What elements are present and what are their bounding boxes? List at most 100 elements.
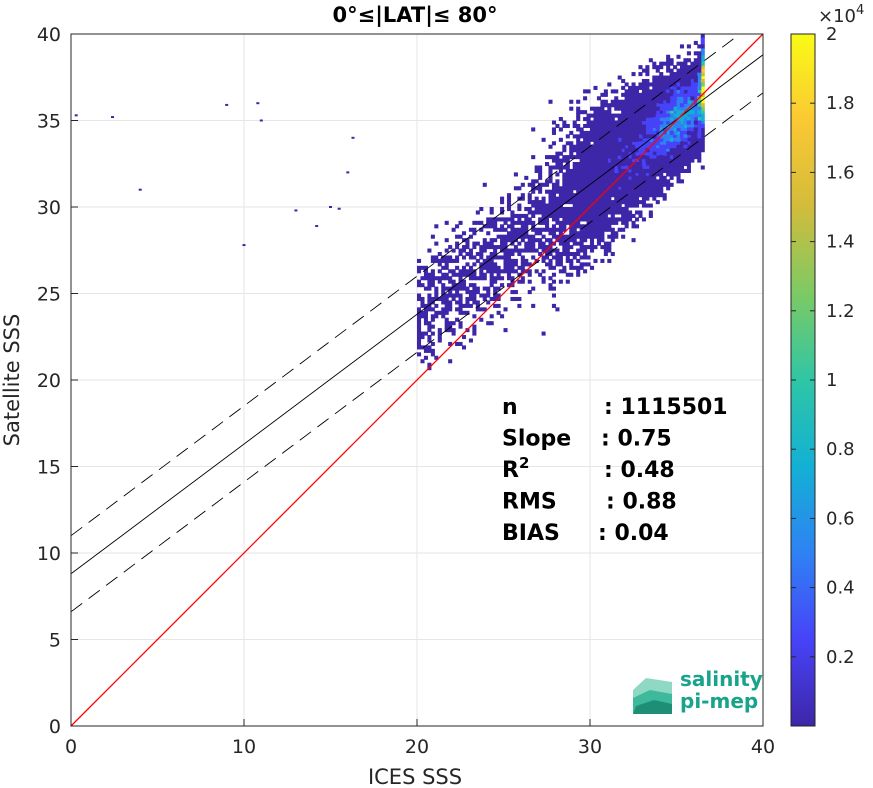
density-cell <box>506 224 512 229</box>
density-cell <box>614 220 619 225</box>
density-cell <box>479 255 484 260</box>
density-cell <box>638 165 643 170</box>
density-cell <box>621 227 626 232</box>
density-cell <box>621 175 626 180</box>
density-cell <box>645 120 650 125</box>
density-cell <box>690 137 695 142</box>
density-cell <box>631 213 636 218</box>
density-cell <box>645 165 650 170</box>
density-cell <box>506 262 512 267</box>
density-cell <box>683 82 688 87</box>
density-cell <box>565 189 570 194</box>
density-cell <box>596 155 601 160</box>
density-cell <box>524 231 529 236</box>
density-cell <box>468 265 473 270</box>
density-cell <box>659 110 664 115</box>
density-cell <box>493 251 498 257</box>
density-cell <box>513 172 518 177</box>
density-cell <box>600 175 605 180</box>
density-cell <box>527 182 532 187</box>
density-cell <box>423 307 428 312</box>
density-cell <box>596 217 601 222</box>
density-cell <box>572 251 577 257</box>
density-cell <box>641 168 646 173</box>
density-cell <box>662 110 667 115</box>
density-cell <box>583 269 588 274</box>
density-cell <box>690 144 695 149</box>
density-cell <box>472 272 477 277</box>
y-tick-label: 5 <box>49 630 61 652</box>
identity-line <box>70 33 764 727</box>
density-cell <box>673 106 678 111</box>
density-cell <box>579 196 584 201</box>
density-cell <box>576 137 581 142</box>
density-cell <box>427 335 432 340</box>
density-cell <box>634 151 640 156</box>
density-cell <box>700 106 705 111</box>
density-cell <box>655 89 660 94</box>
density-cell <box>583 213 588 218</box>
density-cell <box>676 175 681 180</box>
density-cell <box>576 272 581 277</box>
density-cell <box>655 85 660 90</box>
density-cell <box>458 293 463 298</box>
density-cell <box>634 172 640 177</box>
density-cell <box>693 144 698 149</box>
density-cell <box>700 96 705 101</box>
density-cell <box>548 203 553 208</box>
density-cell <box>631 113 636 118</box>
density-cell <box>541 227 546 232</box>
density-cell <box>628 155 633 160</box>
density-cell <box>686 58 691 63</box>
density-cell <box>631 196 636 201</box>
density-cell <box>472 220 477 225</box>
density-cell <box>662 165 667 170</box>
density-cell <box>603 137 608 142</box>
density-cell <box>427 345 432 350</box>
density-cell <box>628 179 633 184</box>
density-cell <box>565 141 570 146</box>
density-cell <box>659 75 664 80</box>
density-cell <box>583 117 588 122</box>
density-cell <box>579 162 584 167</box>
density-cell <box>441 296 446 302</box>
density-cell <box>583 96 588 101</box>
y-tick-label: 15 <box>37 457 61 479</box>
density-cell <box>548 165 553 170</box>
density-cell <box>565 245 570 250</box>
density-cell <box>603 89 608 94</box>
density-cell <box>676 165 681 170</box>
density-cell <box>659 189 664 194</box>
density-cell <box>641 123 646 129</box>
density-cell <box>441 272 446 277</box>
density-cell <box>614 203 619 208</box>
density-cell <box>506 276 512 281</box>
density-cell <box>475 303 480 308</box>
density-cell <box>631 168 636 173</box>
density-cell <box>576 141 581 146</box>
density-cell <box>662 182 667 187</box>
density-cell <box>503 255 508 260</box>
density-cell <box>603 151 608 156</box>
density-cell <box>628 186 633 191</box>
density-cell <box>610 220 615 225</box>
density-cell <box>617 186 622 191</box>
density-cell <box>600 113 605 118</box>
density-cell <box>500 245 505 250</box>
density-cell <box>527 200 532 205</box>
density-cell <box>527 269 532 274</box>
density-cell <box>558 258 563 263</box>
density-cell <box>686 127 691 132</box>
density-cell <box>690 151 695 156</box>
density-cell <box>551 165 556 170</box>
density-cell <box>652 148 657 153</box>
density-outlier <box>259 119 263 122</box>
density-cell <box>700 34 705 39</box>
density-cell <box>510 210 515 215</box>
density-cell <box>669 68 674 73</box>
density-outlier <box>294 209 298 212</box>
density-cell <box>593 217 598 222</box>
density-cell <box>531 213 536 218</box>
density-cell <box>645 189 650 194</box>
density-cell <box>631 117 636 122</box>
